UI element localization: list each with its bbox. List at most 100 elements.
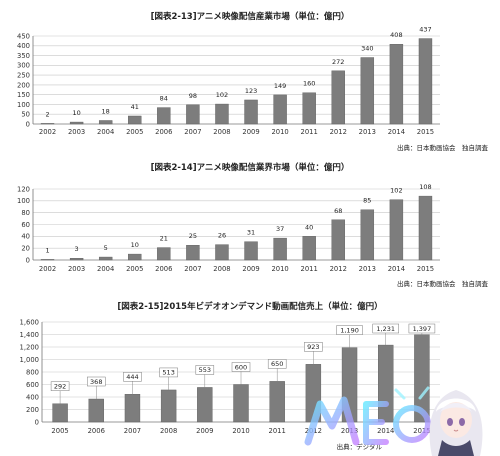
x-tick-label: 2008 — [213, 128, 230, 136]
bar-2008 — [215, 103, 229, 125]
bar-2008 — [160, 389, 177, 423]
bar-chart-1: [図表2-13]アニメ映像配信産業市場（単位：億円） 050 100 150 20025… — [17, 11, 488, 152]
bar-2009 — [244, 241, 258, 261]
bar-2013 — [360, 57, 375, 125]
x-tick-label: 2012 — [330, 128, 347, 136]
x-tick-label: 2003 — [68, 265, 85, 273]
x-tick-label: 2007 — [184, 128, 201, 136]
x-tick-label: 2014 — [377, 427, 394, 435]
bar-2011 — [302, 92, 316, 125]
bar-2005 — [128, 115, 142, 125]
x-tick-label: 2003 — [68, 128, 85, 136]
y-tick-label: 350 — [17, 52, 30, 60]
x-tick-label: 2013 — [359, 128, 376, 136]
y-tick-label: 300 — [17, 62, 30, 70]
y-tick-label: 20 — [21, 245, 30, 253]
source-note: 出典：デジタル — [337, 442, 383, 451]
x-tick-label: 2005 — [51, 427, 68, 435]
data-label: 108 — [419, 183, 431, 191]
data-label-box — [372, 323, 399, 334]
x-tick-label: 2015 — [417, 265, 434, 273]
y-tick-label: 200 — [26, 406, 39, 414]
data-label: 292 — [54, 383, 66, 391]
data-label: 102 — [390, 187, 402, 195]
y-tick-label: 1,400 — [20, 331, 39, 339]
y-tick-label: 40 — [21, 233, 30, 241]
x-tick-label: 2005 — [126, 265, 143, 273]
data-label: 650 — [271, 360, 283, 368]
bar-2011 — [302, 236, 316, 261]
y-tick-label: 50 — [21, 111, 30, 119]
data-label: 600 — [235, 363, 247, 371]
bar-2002 — [40, 259, 55, 261]
x-tick-label: 2006 — [155, 128, 172, 136]
y-tick-label: 200 — [17, 81, 30, 89]
x-tick-label: 2004 — [97, 265, 114, 273]
x-tick-label: 2002 — [39, 128, 56, 136]
data-label: 25 — [189, 232, 197, 240]
x-tick-label: 2015 — [417, 128, 434, 136]
bar-2003 — [69, 121, 84, 125]
y-tick-label: 400 — [26, 393, 39, 401]
bar-2015 — [418, 38, 433, 125]
x-tick-label: 2007 — [184, 265, 201, 273]
bar-2007 — [186, 104, 200, 125]
data-label: 437 — [419, 26, 431, 34]
y-tick-label: 120 — [17, 185, 30, 193]
data-label: 1,190 — [340, 326, 359, 334]
data-label-box — [231, 362, 251, 372]
x-tick-label: 2008 — [213, 265, 230, 273]
data-label: 98 — [189, 92, 197, 100]
x-tick-label: 2007 — [124, 427, 141, 435]
bar-2003 — [69, 258, 84, 261]
y-tick-label: 800 — [26, 368, 39, 376]
chart-title: [図表2-14]アニメ映像配信業界市場（単位：億円） — [151, 162, 350, 173]
data-label-box — [87, 376, 106, 387]
y-tick-label: 0 — [26, 120, 30, 128]
data-label: 923 — [307, 343, 319, 351]
data-label: 553 — [199, 366, 211, 374]
x-tick-label: 2008 — [160, 427, 177, 435]
bar-2006 — [88, 398, 104, 423]
data-label-box — [336, 325, 363, 335]
bar-2006 — [157, 107, 171, 125]
bar-2014 — [389, 199, 404, 261]
data-label-box — [195, 365, 215, 375]
watermark-logo-icon — [304, 386, 454, 446]
data-label: 10 — [72, 109, 80, 117]
data-label: 513 — [162, 369, 174, 377]
data-label: 37 — [276, 225, 284, 233]
bar-2008 — [215, 244, 229, 261]
y-tick-label: 1,600 — [20, 318, 39, 326]
x-tick-label: 2009 — [242, 265, 259, 273]
y-tick-label: 100 — [17, 197, 30, 205]
x-tick-label: 2013 — [359, 265, 376, 273]
bar-2011 — [269, 381, 285, 423]
data-label-box — [50, 381, 70, 391]
bar-2007 — [186, 245, 200, 261]
bar-2012 — [331, 70, 345, 125]
x-tick-label: 2014 — [388, 128, 405, 136]
y-tick-label: 400 — [17, 42, 30, 50]
data-label: 10 — [131, 241, 139, 249]
bar-2007 — [124, 394, 141, 423]
data-label-box — [123, 372, 142, 382]
y-tick-label: 1,000 — [20, 356, 39, 364]
data-label: 18 — [102, 107, 110, 115]
data-label: 160 — [303, 80, 315, 88]
data-label: 272 — [332, 58, 344, 66]
data-label: 123 — [245, 87, 257, 95]
bar-2014 — [389, 44, 404, 125]
source-note: 出典：日本動画協会 独自調査 — [397, 143, 489, 152]
x-tick-label: 2005 — [126, 128, 143, 136]
data-label: 368 — [90, 378, 102, 386]
data-label: 31 — [247, 229, 255, 237]
y-tick-label: 60 — [21, 221, 30, 229]
x-tick-label: 2009 — [242, 128, 259, 136]
y-tick-label: 250 — [17, 72, 30, 80]
bar-2013 — [360, 209, 375, 261]
chart-title: [図表2-15]2015年ビデオオンデマンド動画配信売上（単位：億円） — [117, 301, 382, 312]
bar-2015 — [418, 195, 433, 261]
data-label: 41 — [131, 103, 139, 111]
x-tick-label: 2004 — [97, 128, 114, 136]
